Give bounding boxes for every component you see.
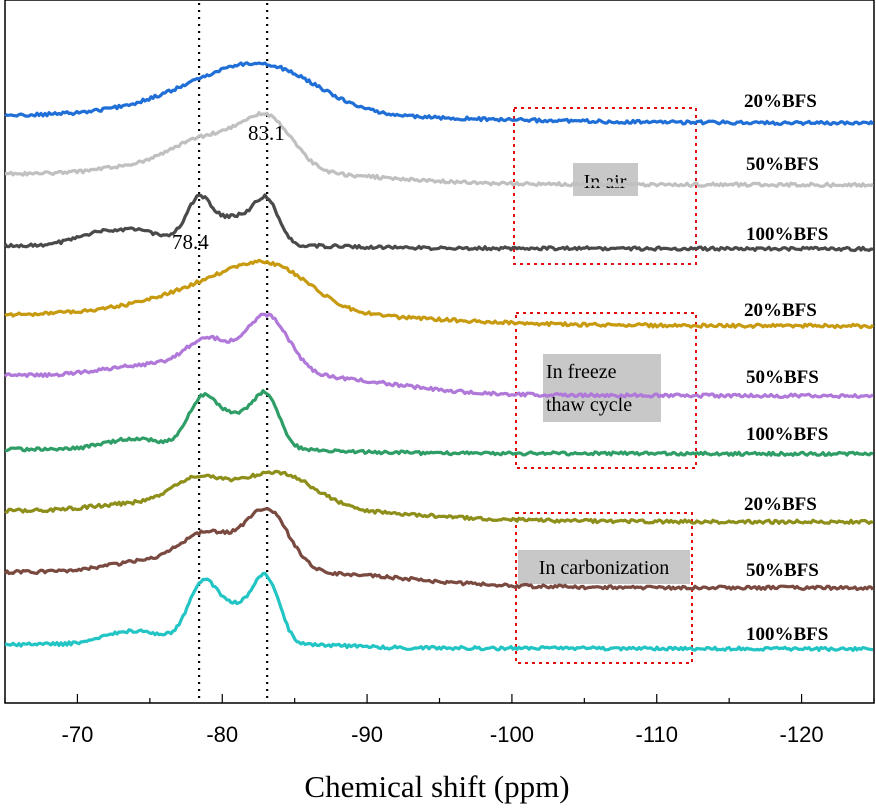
- series-label: 20%BFS: [744, 300, 817, 321]
- group-label-in-air: In air: [584, 171, 627, 193]
- series-line: [4, 571, 874, 653]
- series-label: 50%BFS: [746, 560, 819, 581]
- series-label: 100%BFS: [746, 424, 828, 445]
- x-tick-label: -70: [62, 722, 94, 747]
- reference-lines: [197, 3, 269, 703]
- peak-label-78-4: 78.4: [172, 230, 209, 254]
- group-label-bg-carbonization: [518, 550, 690, 584]
- series-line: [3, 312, 874, 400]
- x-tick-label: -110: [636, 722, 678, 747]
- x-tick-label: -120: [780, 722, 824, 747]
- series-label: 100%BFS: [746, 624, 828, 645]
- group-label-freeze-thaw-line1: In freeze: [546, 361, 617, 383]
- group-label-carbonization: In carbonization: [539, 557, 670, 579]
- series-label: 20%BFS: [744, 91, 817, 112]
- group-label-bg-freeze-thaw: [543, 354, 661, 422]
- series-label: 50%BFS: [746, 154, 819, 175]
- series-label: 100%BFS: [746, 224, 828, 245]
- x-tick-label: -80: [206, 722, 238, 747]
- series-line: [4, 111, 874, 189]
- x-axis-tick-labels: -70 -80 -90 -100 -110 -120: [62, 722, 824, 747]
- series-line: [4, 389, 874, 457]
- peak-label-83-1: 83.1: [248, 121, 285, 145]
- series-line: [3, 507, 875, 592]
- series-labels: 20%BFS 50%BFS 100%BFS 20%BFS 50%BFS 100%…: [744, 91, 828, 645]
- series-line: [4, 469, 874, 525]
- x-tick-label: -90: [351, 722, 383, 747]
- x-tick-label: -100: [490, 722, 534, 747]
- series-line: [4, 61, 875, 127]
- series-line: [4, 258, 875, 330]
- series-label: 50%BFS: [746, 367, 819, 388]
- spectra-series: [3, 61, 875, 653]
- series-label: 20%BFS: [744, 494, 817, 515]
- group-label-bg-in-air: [573, 163, 638, 196]
- x-axis-title: Chemical shift (ppm): [304, 769, 569, 804]
- group-label-freeze-thaw-line2: thaw cycle: [546, 394, 632, 416]
- group-labels: In air In freeze thaw cycle In carboniza…: [518, 163, 690, 584]
- series-line: [3, 193, 874, 253]
- x-axis-ticks: [4, 694, 875, 703]
